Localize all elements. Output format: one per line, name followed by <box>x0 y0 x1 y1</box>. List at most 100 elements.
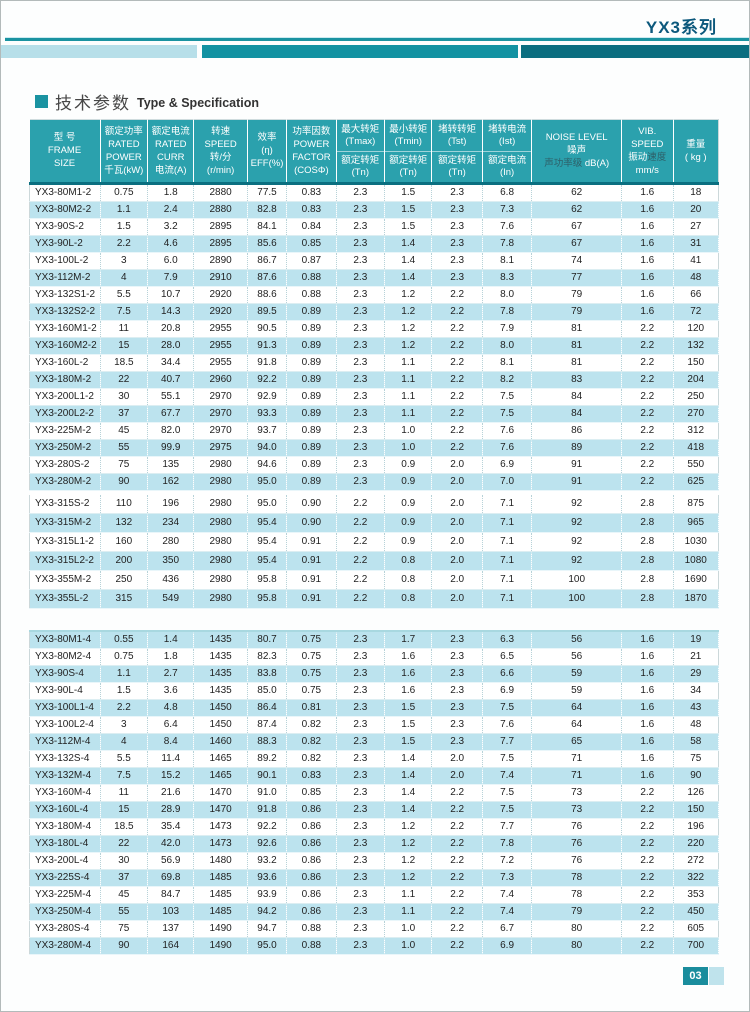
section-title: 技术参数 Type & Specification <box>35 91 259 113</box>
cell-efficiency: 86.7 <box>247 252 288 270</box>
header-text: 功率因数 <box>292 125 331 137</box>
cell-model: YX3-180L-4 <box>29 835 101 853</box>
cell-efficiency: 86.4 <box>247 699 288 717</box>
table-row: YX3-180L-4 22 42.0 1473 92.6 0.86 2.3 1.2 2.2 7.8… <box>29 835 719 853</box>
cell-speed: 1490 <box>193 920 248 938</box>
cell-model: YX3-90L-2 <box>29 235 101 253</box>
cell-tst: 2.0 <box>431 532 483 552</box>
cell-rated-power: 3 <box>100 252 149 270</box>
cell-tmin: 1.2 <box>384 286 433 304</box>
cell-rated-power: 1.5 <box>100 218 149 236</box>
cell-tmin: 1.1 <box>384 886 433 904</box>
cell-tmin: 1.5 <box>384 183 433 202</box>
series-title: YX3系列 <box>645 18 717 37</box>
cell-vibration: 1.6 <box>621 218 674 236</box>
cell-ist: 7.6 <box>482 218 533 236</box>
cell-power-factor: 0.85 <box>286 784 337 802</box>
cell-tmax: 2.3 <box>336 286 386 304</box>
cell-ist: 7.8 <box>482 235 533 253</box>
cell-efficiency: 94.0 <box>247 439 288 457</box>
cell-weight: 31 <box>673 235 719 253</box>
cell-tst: 2.3 <box>431 252 483 270</box>
cell-tmin: 1.4 <box>384 801 433 819</box>
column-header-speed: 转速 SPEED 转/分 (r/min) <box>193 119 248 185</box>
cell-efficiency: 87.4 <box>247 716 288 734</box>
cell-tst: 2.2 <box>431 337 483 355</box>
header-text: EFF(%) <box>250 158 284 169</box>
cell-ist: 7.3 <box>482 869 533 887</box>
cell-speed: 2980 <box>193 532 248 552</box>
cell-model: YX3-315M-2 <box>29 513 101 533</box>
cell-tst: 2.3 <box>431 665 483 683</box>
cell-tmax: 2.3 <box>336 750 386 768</box>
cell-efficiency: 95.4 <box>247 551 288 571</box>
cell-tmax: 2.3 <box>336 886 386 904</box>
cell-weight: 312 <box>673 422 719 440</box>
table-row: YX3-280M-2 90 162 2980 95.0 0.89 2.3 0.9 2.0 7.0 9… <box>29 473 719 491</box>
cell-rated-current: 137 <box>147 920 195 938</box>
cell-weight: 75 <box>673 750 719 768</box>
cell-model: YX3-315L1-2 <box>29 532 101 552</box>
cell-tst: 2.3 <box>431 648 483 666</box>
cell-vibration: 2.2 <box>621 869 674 887</box>
cell-weight: 29 <box>673 665 719 683</box>
cell-model: YX3-200L-4 <box>29 852 101 870</box>
table-row: YX3-80M2-4 0.75 1.8 1435 82.3 0.75 2.3 1.6 2.3 6.… <box>29 648 719 666</box>
cell-ist: 7.8 <box>482 303 533 321</box>
header-text: 千瓦(kW) <box>104 164 144 176</box>
cell-rated-current: 135 <box>147 456 195 474</box>
cell-model: YX3-132S2-2 <box>29 303 101 321</box>
cell-power-factor: 0.89 <box>286 337 337 355</box>
cell-ist: 7.1 <box>482 532 533 552</box>
cell-power-factor: 0.89 <box>286 320 337 338</box>
cell-noise: 80 <box>531 937 623 955</box>
cell-ist: 7.7 <box>482 733 533 751</box>
cell-rated-current: 6.0 <box>147 252 195 270</box>
cell-tst: 2.2 <box>431 405 483 423</box>
cell-ist: 8.0 <box>482 286 533 304</box>
cell-ist: 6.7 <box>482 920 533 938</box>
header-text: (η) <box>261 145 273 156</box>
cell-noise: 100 <box>531 589 623 609</box>
cell-rated-current: 164 <box>147 937 195 955</box>
table-row: YX3-225S-4 37 69.8 1485 93.6 0.86 2.3 1.2 2.2 7.3… <box>29 869 719 887</box>
cell-weight: 1870 <box>673 589 719 609</box>
cell-tmin: 1.2 <box>384 303 433 321</box>
cell-efficiency: 95.0 <box>247 495 288 514</box>
cell-noise: 92 <box>531 532 623 552</box>
cell-power-factor: 0.75 <box>286 648 337 666</box>
cell-noise: 78 <box>531 886 623 904</box>
cell-power-factor: 0.75 <box>286 630 337 649</box>
cell-vibration: 2.8 <box>621 589 674 609</box>
cell-noise: 81 <box>531 337 623 355</box>
cell-weight: 150 <box>673 354 719 372</box>
cell-tmax: 2.3 <box>336 320 386 338</box>
cell-tmax: 2.3 <box>336 801 386 819</box>
cell-tmax: 2.3 <box>336 648 386 666</box>
cell-ist: 7.2 <box>482 852 533 870</box>
cell-model: YX3-280S-4 <box>29 920 101 938</box>
cell-power-factor: 0.86 <box>286 852 337 870</box>
cell-weight: 353 <box>673 886 719 904</box>
header-text: 噪声 <box>567 145 587 156</box>
column-header-ist: 堵转电流 (Ist) 额定电流 (In) <box>482 119 533 185</box>
cell-efficiency: 82.3 <box>247 648 288 666</box>
cell-vibration: 1.6 <box>621 201 674 219</box>
cell-vibration: 2.2 <box>621 784 674 802</box>
cell-rated-power: 90 <box>100 937 149 955</box>
cell-ist: 7.3 <box>482 201 533 219</box>
header-row: 型 号 FRAME SIZE 额定功率 RATED POWER 千瓦(kW) 额定电流 RATE… <box>29 119 719 185</box>
cell-efficiency: 87.6 <box>247 269 288 287</box>
cell-rated-current: 4.6 <box>147 235 195 253</box>
cell-tst: 2.2 <box>431 784 483 802</box>
cell-rated-power: 4 <box>100 269 149 287</box>
header-text: 转速 <box>211 125 231 137</box>
cell-rated-power: 30 <box>100 388 149 406</box>
header-text: (Tn) <box>399 166 417 178</box>
cell-efficiency: 92.9 <box>247 388 288 406</box>
cell-weight: 270 <box>673 405 719 423</box>
cell-vibration: 2.8 <box>621 495 674 514</box>
cell-vibration: 2.2 <box>621 818 674 836</box>
table-row: YX3-160M1-2 11 20.8 2955 90.5 0.89 2.3 1.2 2.2 7.… <box>29 320 719 338</box>
